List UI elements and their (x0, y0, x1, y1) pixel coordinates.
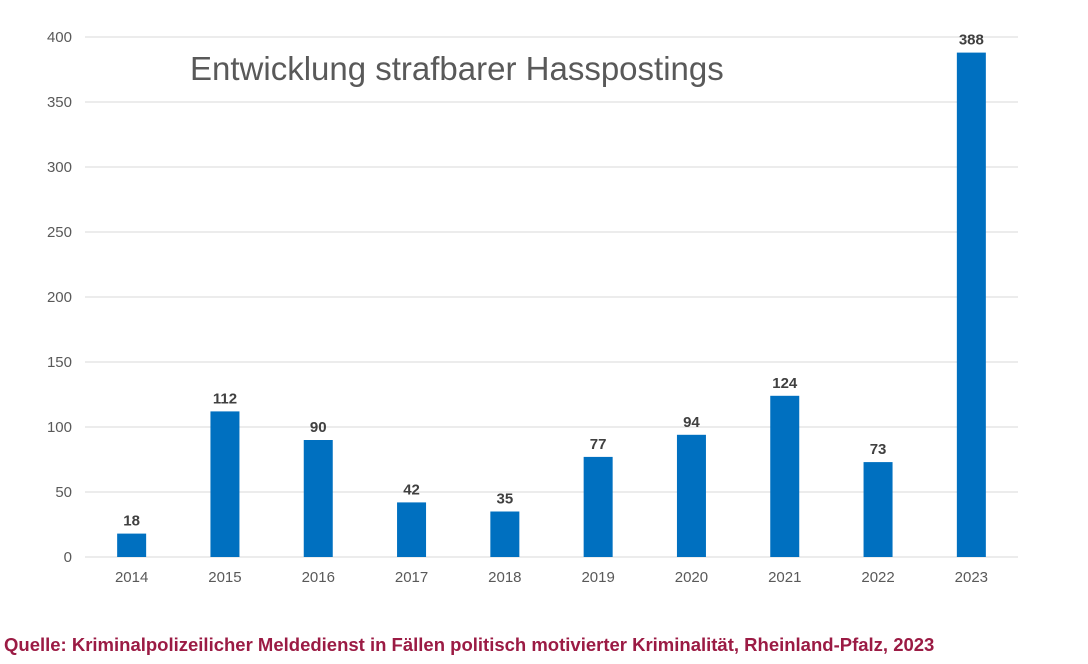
bar (303, 440, 333, 557)
bar (397, 502, 427, 557)
y-tick-label: 100 (47, 419, 72, 436)
bar (117, 533, 147, 557)
data-label: 42 (403, 481, 420, 498)
y-tick-label: 200 (47, 289, 72, 306)
x-tick-label: 2019 (581, 569, 614, 586)
chart-title: Entwicklung strafbarer Hasspostings (190, 50, 724, 87)
y-tick-label: 0 (64, 549, 72, 566)
data-label: 90 (310, 419, 327, 436)
y-tick-label: 400 (47, 29, 72, 46)
x-tick-label: 2018 (488, 569, 521, 586)
y-tick-label: 250 (47, 224, 72, 241)
data-label: 124 (772, 375, 798, 392)
data-label: 18 (123, 513, 140, 530)
y-tick-label: 50 (55, 484, 72, 501)
data-label: 388 (959, 32, 984, 49)
y-tick-label: 300 (47, 159, 72, 176)
data-label: 112 (213, 390, 237, 407)
bar (770, 395, 800, 557)
x-tick-label: 2015 (208, 569, 241, 586)
x-tick-label: 2016 (302, 569, 335, 586)
x-tick-label: 2020 (675, 569, 708, 586)
data-label: 77 (590, 436, 607, 453)
y-tick-label: 350 (47, 94, 72, 111)
bar (676, 434, 706, 557)
data-label: 73 (870, 441, 887, 458)
x-tick-label: 2021 (768, 569, 801, 586)
data-label: 35 (497, 491, 514, 508)
y-tick-label: 150 (47, 354, 72, 371)
source-note: Quelle: Kriminalpolizeilicher Meldediens… (4, 634, 935, 655)
bar (583, 456, 613, 557)
data-label: 94 (683, 414, 700, 431)
bar (863, 462, 893, 557)
x-tick-label: 2023 (955, 569, 988, 586)
bar (956, 52, 986, 557)
bar (490, 511, 520, 557)
x-tick-label: 2014 (115, 569, 148, 586)
x-tick-label: 2017 (395, 569, 428, 586)
bar (210, 411, 240, 557)
x-tick-label: 2022 (861, 569, 894, 586)
